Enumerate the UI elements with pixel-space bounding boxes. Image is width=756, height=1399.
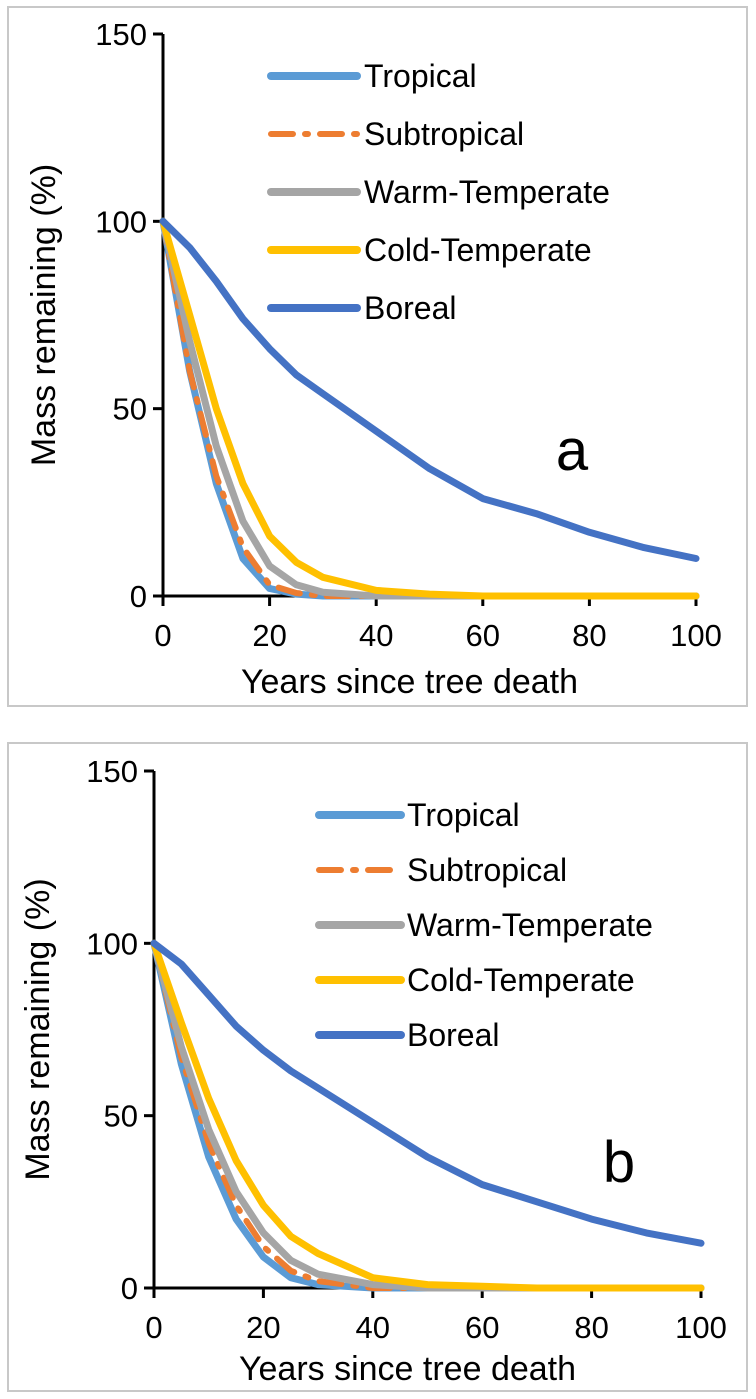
series-line-cold-temperate xyxy=(159,217,700,600)
series-line-boreal xyxy=(150,939,705,1247)
x-tick-label: 60 xyxy=(466,618,500,653)
legend-label-tropical: Tropical xyxy=(364,58,477,94)
legend-label-warm-temperate: Warm-Temperate xyxy=(407,907,653,943)
legend-label-boreal: Boreal xyxy=(364,290,457,326)
legend-label-subtropical: Subtropical xyxy=(407,852,567,888)
legend-label-cold-temperate: Cold-Temperate xyxy=(407,962,635,998)
legend-label-warm-temperate: Warm-Temperate xyxy=(364,174,610,210)
legend-label-boreal: Boreal xyxy=(407,1017,500,1053)
x-tick-label: 20 xyxy=(252,618,286,653)
x-axis-title: Years since tree death xyxy=(241,663,578,701)
chart-panel-b: 0 50 100 150 0 20 40 60 80 100 Years since tree de… xyxy=(7,742,748,1392)
legend-label-cold-temperate: Cold-Temperate xyxy=(364,232,592,268)
y-tick-label: 100 xyxy=(86,926,138,961)
chart-b-svg: 0 50 100 150 0 20 40 60 80 100 Years since tree de… xyxy=(19,754,727,1388)
y-tick-label: 150 xyxy=(86,754,138,789)
x-tick-label: 80 xyxy=(572,618,606,653)
y-tick-label: 150 xyxy=(95,17,147,52)
series-line-cold-temperate xyxy=(150,939,705,1292)
y-tick-label: 50 xyxy=(104,1099,138,1134)
x-tick-label: 40 xyxy=(359,618,393,653)
x-tick-label: 80 xyxy=(574,1310,608,1345)
chart-a-svg: 0 50 100 150 0 20 40 60 80 100 Years since tree de… xyxy=(25,17,722,701)
panel-label: a xyxy=(556,418,589,483)
x-tick-label: 0 xyxy=(145,1310,162,1345)
chart-panel-a: 0 50 100 150 0 20 40 60 80 100 Years since tree de… xyxy=(7,6,748,707)
legend-label-subtropical: Subtropical xyxy=(364,116,524,152)
y-axis-title: Mass remaining (%) xyxy=(25,164,63,466)
x-tick-label: 60 xyxy=(465,1310,499,1345)
x-tick-label: 100 xyxy=(670,618,722,653)
x-tick-label: 40 xyxy=(356,1310,390,1345)
y-tick-label: 100 xyxy=(95,204,147,239)
x-tick-label: 0 xyxy=(154,618,171,653)
series-line-boreal xyxy=(159,217,700,562)
x-tick-label: 100 xyxy=(675,1310,727,1345)
y-tick-label: 50 xyxy=(113,392,147,427)
panel-label: b xyxy=(603,1130,635,1195)
y-tick-label: 0 xyxy=(121,1271,138,1306)
legend-label-tropical: Tropical xyxy=(407,797,520,833)
y-axis-title: Mass remaining (%) xyxy=(19,878,57,1180)
y-tick-label: 0 xyxy=(130,579,147,614)
x-tick-label: 20 xyxy=(246,1310,280,1345)
x-axis-title: Years since tree death xyxy=(239,1350,576,1388)
